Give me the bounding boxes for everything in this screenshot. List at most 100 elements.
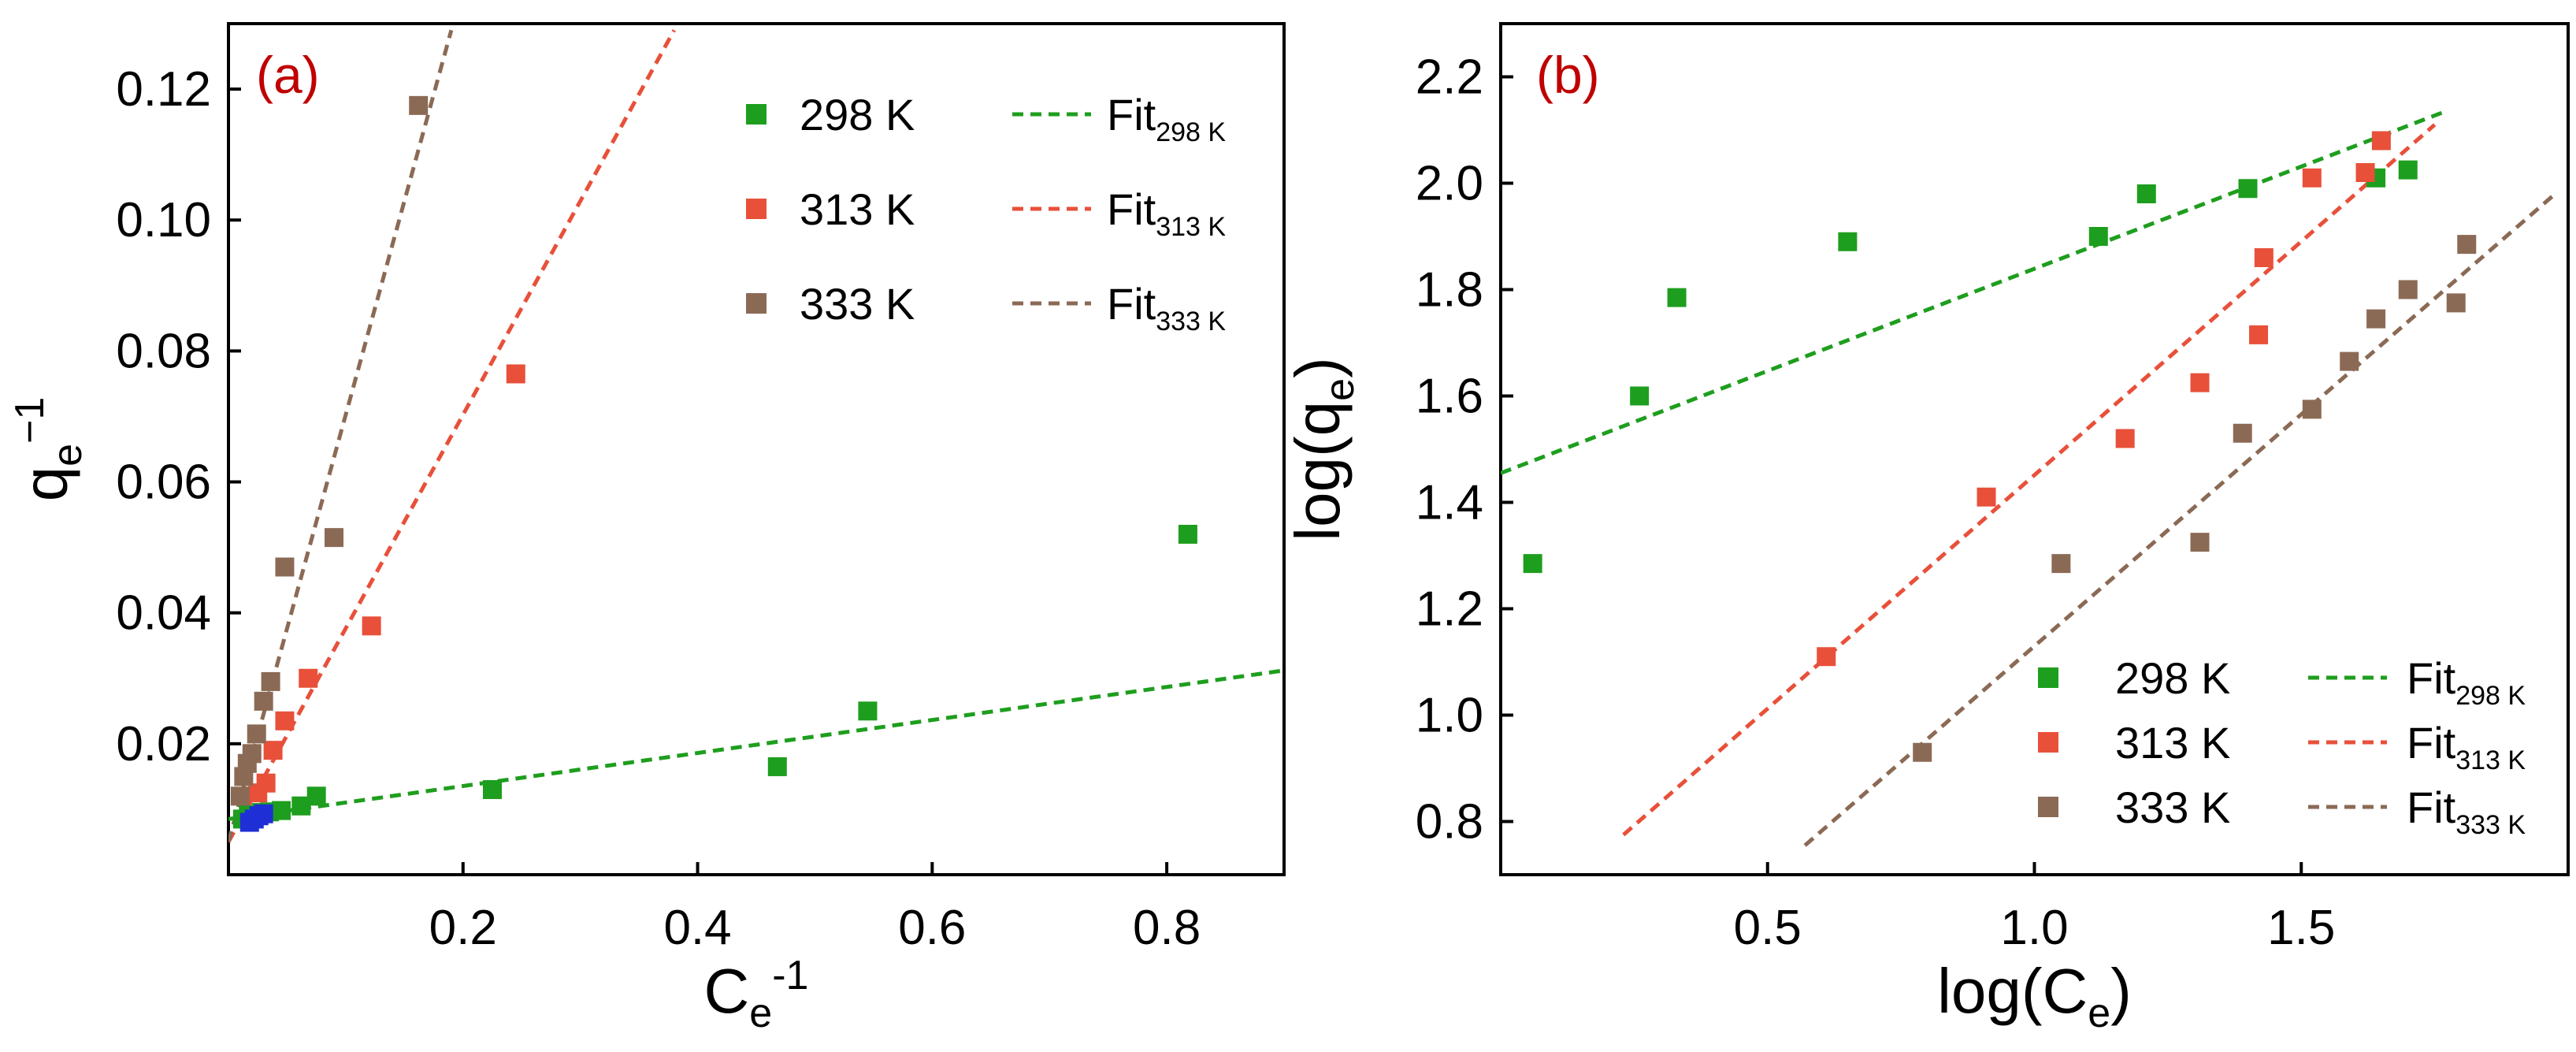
data-layer [228, 29, 1284, 843]
legend-label: 313 K [2115, 718, 2230, 768]
data-point-313k [299, 668, 318, 688]
data-point-313k [2371, 131, 2391, 151]
data-point-313k [1817, 647, 1836, 667]
data-point-333k [2398, 280, 2418, 299]
y-tick-label: 1.6 [1416, 370, 1483, 424]
legend-fit-label: Fit298 K [1107, 90, 1226, 147]
data-point-298k [483, 780, 502, 799]
data-point-333k [261, 671, 280, 691]
data-point-333k [230, 786, 250, 806]
data-point-298k [306, 786, 326, 806]
legend-label: 298 K [800, 90, 915, 139]
data-point-313k [256, 773, 276, 793]
legend-label: 333 K [2115, 782, 2230, 832]
x-tick-label: 0.8 [1133, 901, 1201, 955]
legend-label: 298 K [2115, 653, 2230, 703]
data-point-298k [767, 756, 787, 776]
data-point-extra [254, 804, 273, 823]
y-axis-title: log(qe) [1282, 357, 1363, 541]
data-point-298k [858, 701, 878, 721]
data-point-313k [275, 711, 295, 730]
data-point-333k [242, 744, 262, 764]
x-tick-label: 0.5 [1734, 901, 1802, 955]
data-point-333k [2366, 309, 2386, 329]
panel-label: (a) [256, 46, 320, 104]
data-point-313k [2115, 429, 2135, 448]
data-point-298k [2398, 160, 2418, 180]
y-tick-label: 1.8 [1416, 263, 1483, 318]
data-point-313k [362, 616, 381, 636]
data-point-333k [2302, 400, 2322, 419]
data-point-333k [2446, 293, 2466, 313]
y-axis-title: qe−1 [7, 397, 91, 502]
data-point-333k [2340, 351, 2359, 371]
x-tick-label: 1.0 [2000, 901, 2068, 955]
legend-marker [746, 104, 766, 125]
y-tick-label: 0.10 [116, 193, 211, 247]
fit-line-333k [1803, 195, 2554, 847]
data-point-298k [272, 801, 291, 820]
legend-fit-label: Fit298 K [2407, 653, 2526, 711]
data-point-313k [263, 741, 283, 760]
chart-panel-b: 0.5 1.0 1.5 0.8 1.0 1.2 1.4 1.6 1.8 2.0 2.2 log(Ce)… [1282, 22, 2570, 1036]
y-tick-label: 0.12 [116, 62, 211, 117]
data-point-298k [2136, 184, 2156, 203]
data-point-313k [2302, 168, 2322, 188]
data-point-333k [325, 528, 343, 548]
y-tick-label: 2.0 [1416, 157, 1483, 211]
data-point-333k [275, 557, 295, 577]
data-point-298k [2238, 179, 2258, 199]
data-point-313k [1977, 487, 1996, 507]
data-point-333k [2051, 554, 2071, 574]
y-tick-label: 0.08 [116, 324, 211, 378]
fit-line-313k [228, 29, 676, 843]
data-point-298k [1838, 232, 1858, 251]
legend-marker [2038, 667, 2058, 688]
legend-marker [2038, 797, 2058, 817]
panel-label: (b) [1536, 46, 1600, 104]
legend-label: 313 K [800, 184, 915, 234]
data-point-333k [409, 95, 429, 115]
legend-marker [746, 199, 766, 219]
chart-panel-a: 0.2 0.4 0.6 0.8 0.02 0.04 0.06 0.08 0.10 0.12 Ce-1… [7, 22, 1286, 1036]
y-tick-label: 0.8 [1416, 795, 1483, 849]
data-point-313k [2190, 373, 2210, 392]
data-point-298k [2088, 227, 2108, 246]
x-tick-label: 0.4 [663, 901, 731, 955]
legend-fit-label: Fit313 K [1107, 184, 1226, 242]
data-point-313k [2249, 325, 2269, 344]
legend-fit-label: Fit333 K [1107, 279, 1226, 336]
y-tick-label: 0.06 [116, 455, 211, 510]
fit-line-313k [1622, 123, 2437, 837]
data-point-298k [1667, 288, 1687, 307]
data-point-333k [254, 691, 273, 711]
data-point-333k [1913, 742, 1932, 762]
y-tick-label: 0.02 [116, 717, 211, 771]
y-tick-label: 1.4 [1416, 476, 1483, 530]
x-axis-title: log(Ce) [1937, 956, 2132, 1036]
y-tick-label: 2.2 [1416, 50, 1483, 105]
data-point-333k [247, 724, 266, 744]
plot-frame [227, 22, 1286, 876]
legend-marker [746, 293, 766, 314]
y-tick-label: 0.04 [116, 586, 211, 641]
x-tick-label: 0.6 [898, 901, 966, 955]
data-layer [1501, 110, 2554, 847]
y-tick-label: 1.2 [1416, 582, 1483, 637]
legend-fit-label: Fit313 K [2407, 718, 2526, 775]
fit-line-333k [228, 29, 454, 843]
legend-marker [2038, 732, 2058, 753]
fit-line-298k [228, 668, 1284, 821]
x-tick-label: 0.2 [429, 901, 497, 955]
data-point-313k [506, 364, 525, 384]
data-point-313k [2355, 163, 2375, 182]
data-point-333k [2233, 423, 2252, 443]
legend-label: 333 K [800, 279, 915, 329]
x-axis-title: Ce-1 [704, 953, 809, 1036]
data-point-298k [1630, 386, 1650, 406]
fit-line-298k [1501, 110, 2447, 475]
data-point-313k [2254, 248, 2273, 267]
data-point-298k [1178, 525, 1197, 544]
data-point-333k [2190, 533, 2210, 552]
